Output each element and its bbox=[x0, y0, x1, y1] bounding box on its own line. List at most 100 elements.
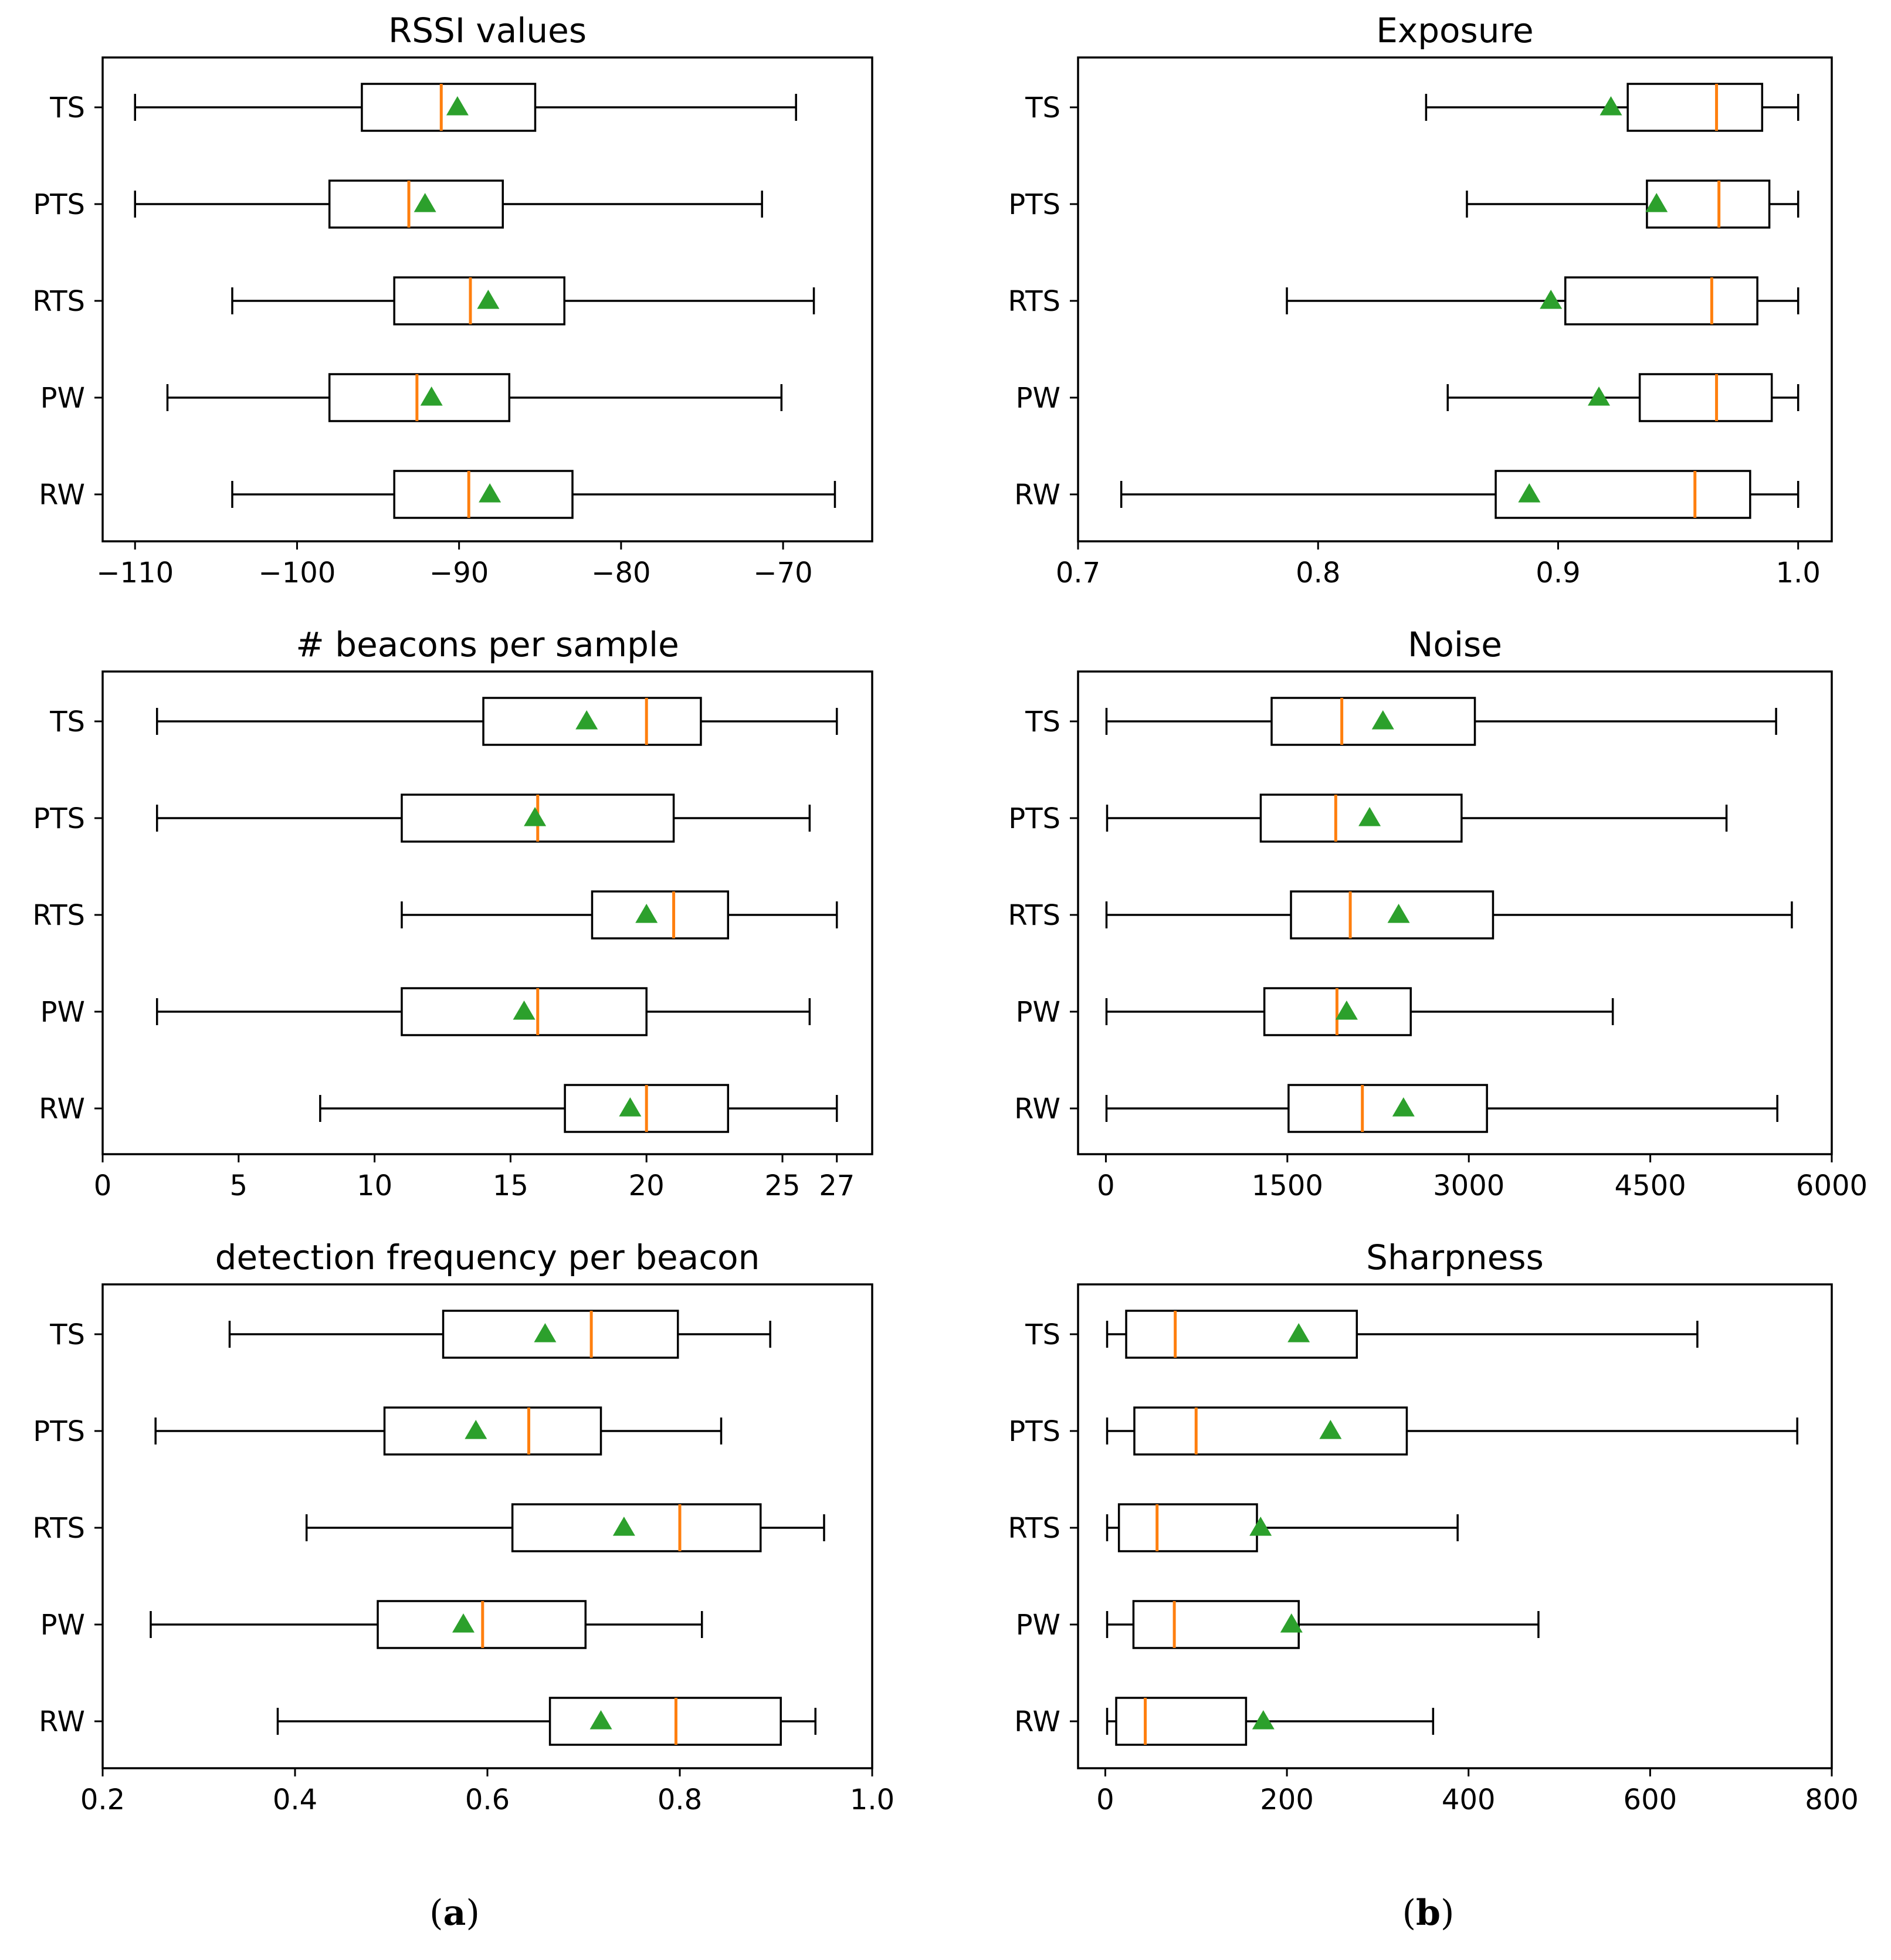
x-tick-label: 0.8 bbox=[1296, 557, 1340, 589]
iqr-box bbox=[328, 373, 511, 422]
subplot-1: RSSI values TS PTS RTS PW RW −110 −100 −90 −80 −70 bbox=[32, 11, 873, 589]
mean-marker bbox=[1645, 193, 1668, 212]
y-tick-label: RTS bbox=[32, 1512, 85, 1545]
iqr-box bbox=[1115, 1697, 1248, 1746]
iqr-box bbox=[1132, 1600, 1300, 1649]
x-tick-label: −70 bbox=[753, 557, 812, 589]
axes-frame bbox=[101, 56, 873, 542]
y-tick-label: PW bbox=[1016, 996, 1060, 1029]
x-tick-label: 25 bbox=[764, 1169, 800, 1202]
box-ts bbox=[1425, 83, 1800, 132]
y-tick-label: PW bbox=[40, 1609, 85, 1642]
box-rw bbox=[319, 1084, 838, 1133]
y-tick-label: TS bbox=[1025, 91, 1060, 124]
subplot-title: RSSI values bbox=[388, 11, 587, 50]
mean-marker bbox=[534, 1323, 557, 1342]
y-tick-label: PW bbox=[1016, 1609, 1060, 1642]
iqr-box bbox=[1626, 83, 1764, 132]
box-rw bbox=[1106, 1697, 1435, 1746]
mean-marker bbox=[1249, 1517, 1272, 1536]
y-tick-label: PTS bbox=[1008, 802, 1060, 835]
y-tick-label: TS bbox=[49, 91, 85, 124]
y-tick-label: TS bbox=[49, 1318, 85, 1351]
mean-marker bbox=[619, 1097, 642, 1117]
caption-letter: a bbox=[443, 1893, 466, 1934]
mean-marker bbox=[446, 96, 469, 116]
x-tick-label: 5 bbox=[230, 1169, 248, 1202]
box-rts bbox=[1106, 1503, 1459, 1552]
y-tick-label: TS bbox=[1025, 706, 1060, 738]
mean-marker bbox=[465, 1420, 487, 1439]
box-pw bbox=[1105, 987, 1614, 1036]
box-pts bbox=[1106, 794, 1728, 843]
caption-b: (b) bbox=[1402, 1893, 1455, 1934]
x-tick-label: 27 bbox=[819, 1169, 855, 1202]
box-pts bbox=[1106, 1406, 1798, 1456]
y-tick-label: RTS bbox=[1008, 285, 1060, 318]
axes-frame bbox=[1077, 670, 1833, 1155]
x-tick-label: 3000 bbox=[1433, 1169, 1504, 1202]
box-rts bbox=[1105, 890, 1793, 940]
mean-marker bbox=[1335, 1001, 1358, 1020]
mean-marker bbox=[589, 1710, 612, 1730]
mean-marker bbox=[524, 807, 547, 826]
mean-marker bbox=[1588, 386, 1611, 406]
box-ts bbox=[228, 1310, 771, 1359]
y-tick-label: RTS bbox=[32, 899, 85, 932]
iqr-box bbox=[393, 276, 565, 325]
mean-marker bbox=[635, 904, 658, 923]
iqr-box bbox=[511, 1503, 762, 1552]
mean-marker bbox=[420, 386, 443, 406]
y-tick-label: PTS bbox=[33, 1415, 85, 1448]
mean-marker bbox=[1319, 1420, 1342, 1439]
mean-marker bbox=[452, 1613, 475, 1633]
box-rts bbox=[401, 890, 838, 940]
subplot-4: Noise TS PTS RTS PW RW 0 1500 3000 4500 6000 bbox=[1008, 625, 1868, 1202]
x-tick-label: 200 bbox=[1260, 1783, 1314, 1816]
iqr-box bbox=[328, 179, 504, 229]
mean-marker bbox=[1371, 710, 1394, 730]
mean-marker bbox=[1518, 483, 1541, 503]
axes-frame bbox=[1077, 1283, 1833, 1769]
x-tick-label: 4500 bbox=[1615, 1169, 1686, 1202]
x-tick-label: 0.8 bbox=[658, 1783, 702, 1816]
iqr-box bbox=[1646, 179, 1771, 229]
y-tick-label: PTS bbox=[1008, 1415, 1060, 1448]
y-tick-label: RW bbox=[1014, 1093, 1060, 1125]
iqr-box bbox=[1494, 470, 1751, 519]
y-tick-label: PW bbox=[40, 996, 85, 1029]
box-ts bbox=[155, 697, 838, 746]
x-tick-label: 15 bbox=[493, 1169, 528, 1202]
mean-marker bbox=[479, 483, 501, 503]
box-rw bbox=[1105, 1084, 1778, 1133]
subplot-6: Sharpness TS PTS RTS PW RW 0 200 400 600 800 bbox=[1008, 1237, 1858, 1816]
x-tick-label: 1.0 bbox=[850, 1783, 894, 1816]
subplot-2: Exposure TS PTS RTS PW RW 0.7 0.8 0.9 1.0 bbox=[1008, 11, 1833, 589]
iqr-box bbox=[1564, 276, 1758, 325]
x-tick-label: 800 bbox=[1805, 1783, 1859, 1816]
mean-marker bbox=[477, 290, 500, 309]
mean-marker bbox=[612, 1517, 635, 1536]
mean-marker bbox=[575, 710, 598, 730]
y-tick-label: TS bbox=[49, 706, 85, 738]
y-tick-label: RW bbox=[1014, 1705, 1060, 1738]
x-tick-label: 0 bbox=[94, 1169, 112, 1202]
x-tick-label: −80 bbox=[591, 557, 650, 589]
x-tick-label: −100 bbox=[259, 557, 336, 589]
iqr-box bbox=[591, 890, 730, 940]
y-tick-label: RW bbox=[39, 479, 85, 511]
x-tick-label: 400 bbox=[1442, 1783, 1496, 1816]
y-tick-label: RTS bbox=[1008, 1512, 1060, 1545]
y-tick-label: RTS bbox=[1008, 899, 1060, 932]
box-pw bbox=[155, 987, 811, 1036]
x-tick-label: 10 bbox=[357, 1169, 392, 1202]
y-tick-label: PTS bbox=[33, 802, 85, 835]
subplot-title: Noise bbox=[1408, 625, 1502, 664]
subplot-5: detection frequency per beacon TS PTS RTS PW… bbox=[32, 1237, 894, 1816]
iqr-box bbox=[393, 470, 574, 519]
caption-letter: b bbox=[1416, 1893, 1441, 1934]
iqr-box bbox=[1133, 1406, 1408, 1456]
box-pw bbox=[166, 373, 783, 422]
box-ts bbox=[1106, 1310, 1699, 1359]
